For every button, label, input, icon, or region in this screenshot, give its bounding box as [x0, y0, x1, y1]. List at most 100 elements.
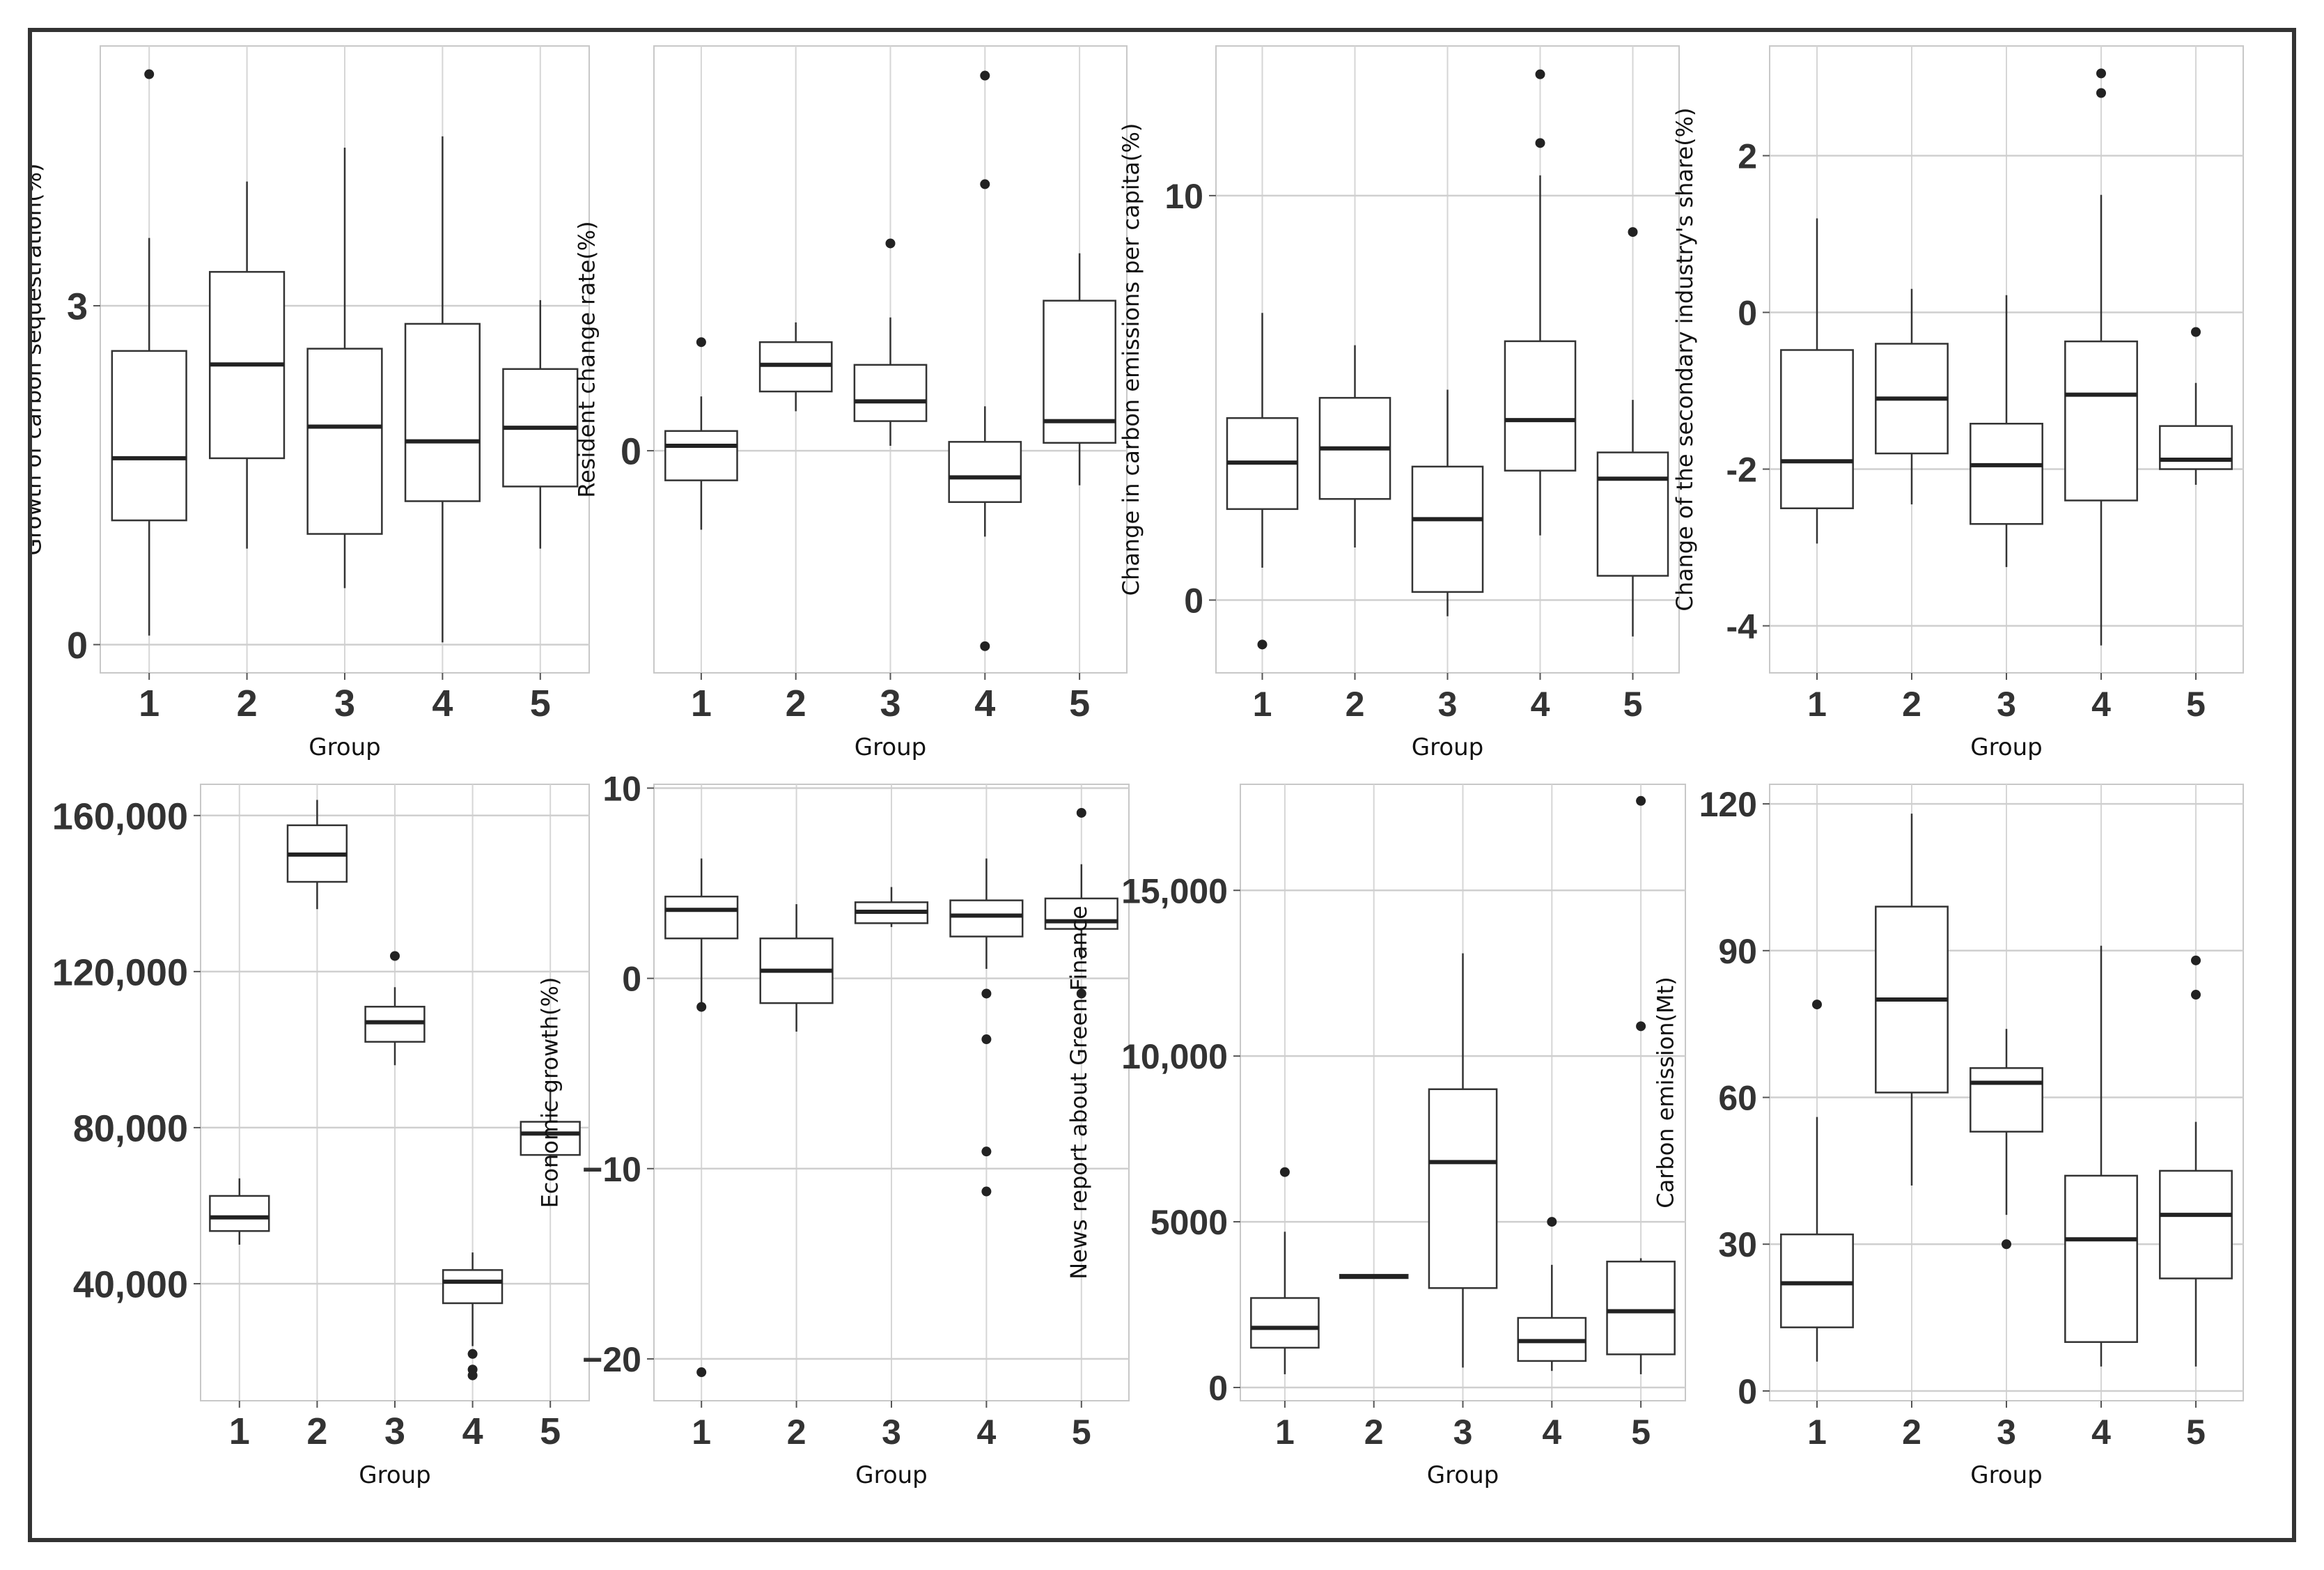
x-tick-label: 4 [432, 683, 453, 724]
x-tick-label: 1 [1807, 685, 1827, 724]
box-group-5 [520, 1088, 581, 1167]
box-iqr [664, 430, 738, 481]
outlier-point [2191, 327, 2201, 337]
box-group-2 [1339, 1273, 1409, 1280]
box-group-5 [1044, 807, 1118, 999]
x-tick-label: 3 [1997, 1413, 2016, 1452]
x-tick-label: 5 [1623, 685, 1643, 724]
y-tick-label: 0 [1738, 294, 1757, 333]
box-group-5 [1043, 253, 1116, 485]
x-axis-title: Group [1412, 733, 1484, 761]
outlier-point [696, 337, 706, 348]
outlier-point [467, 1349, 478, 1359]
box-iqr [111, 350, 187, 522]
box-group-4 [1517, 1217, 1587, 1371]
x-tick-label: 5 [1631, 1413, 1651, 1452]
x-tick-label: 3 [882, 1413, 901, 1452]
boxplot-panel-1: 0 3 1 2 3 4 5 Group Growth of carbon sequestrati… [32, 45, 590, 761]
x-tick-label: 2 [306, 1410, 327, 1452]
x-axis-title: Group [309, 733, 381, 761]
outlier-point [1535, 138, 1545, 148]
box-group-3 [1428, 953, 1498, 1368]
outlier-point [2191, 955, 2201, 965]
box-iqr [1606, 1260, 1676, 1355]
box-iqr [1596, 451, 1669, 577]
outlier-point [981, 1034, 992, 1045]
box-iqr [1504, 340, 1577, 472]
y-tick-label: 10 [602, 769, 641, 808]
boxplot-panel-7: 0 5000 10,000 15,000 1 2 3 4 5 Group News report a… [1066, 784, 1686, 1489]
boxplot-panel-8: 0 30 60 90 120 1 2 3 4 5 Group Carbon emission(Mt) [1653, 784, 2244, 1489]
box-group-3 [853, 238, 928, 446]
box-iqr [1970, 423, 2043, 525]
x-tick-label: 4 [2091, 1413, 2111, 1452]
y-tick-label: 80,000 [73, 1107, 188, 1149]
box-group-3 [1970, 1029, 2043, 1250]
box-iqr [948, 441, 1022, 504]
box-iqr [949, 899, 1024, 938]
x-tick-label: 5 [540, 1410, 561, 1452]
box-iqr [2159, 425, 2233, 470]
x-tick-label: 4 [1542, 1413, 1561, 1452]
outlier-point [1636, 1021, 1646, 1032]
box-group-2 [1875, 814, 1949, 1186]
outlier-point [144, 69, 155, 79]
outlier-point [1812, 1000, 1822, 1010]
y-axis-title: Carbon emission(Mt) [1653, 977, 1679, 1208]
boxplot-panel-3: 0 10 1 2 3 4 5 Group Change in carbon emissions … [1118, 45, 1680, 761]
box-iqr [209, 1195, 270, 1232]
outlier-point [1076, 807, 1086, 818]
x-axis-title: Group [1970, 733, 2043, 761]
box-iqr [1780, 1233, 1854, 1328]
x-tick-label: 4 [462, 1410, 483, 1452]
outlier-point [1257, 639, 1268, 650]
figure-frame: 0 3 1 2 3 4 5 Group Growth of carbon sequestrati… [28, 28, 2296, 1542]
box-group-4 [949, 858, 1024, 1197]
y-tick-label: 0 [1738, 1372, 1757, 1411]
x-tick-label: 3 [1997, 685, 2016, 724]
box-group-4 [2064, 68, 2138, 646]
y-axis-title: News report about Green Finance [1066, 906, 1092, 1280]
x-tick-label: 5 [1072, 1413, 1091, 1452]
outlier-point [2002, 1239, 2011, 1250]
y-tick-label: 3 [67, 286, 88, 327]
outlier-point [390, 951, 400, 961]
box-group-5 [1596, 227, 1669, 637]
y-tick-label: 0 [67, 625, 88, 667]
outlier-point [2096, 88, 2106, 98]
box-group-1 [1226, 313, 1299, 650]
outlier-point [696, 1367, 707, 1378]
boxplot-figure: 0 3 1 2 3 4 5 Group Growth of carbon sequestrati… [32, 45, 2244, 1489]
box-iqr [2159, 1169, 2233, 1280]
box-group-1 [1250, 1167, 1320, 1374]
x-tick-label: 1 [139, 683, 159, 724]
boxplot-panel-4: -4 -2 0 2 1 2 3 4 5 Group Change of the secondary … [1671, 45, 2244, 761]
box-group-3 [1411, 389, 1484, 616]
boxplot-panel-5: 40,00080,000120,000160,00012345GroupGDP … [52, 784, 590, 1489]
box-group-1 [664, 337, 738, 530]
box-group-2 [759, 904, 834, 1032]
x-tick-label: 2 [1346, 685, 1365, 724]
y-tick-label: 160,000 [52, 795, 188, 837]
x-tick-label: 1 [691, 683, 712, 724]
x-tick-label: 1 [229, 1410, 250, 1452]
box-iqr [1428, 1088, 1498, 1289]
x-tick-label: 3 [1438, 685, 1458, 724]
y-axis-title: Growth of carbon sequestration(%) [32, 163, 46, 555]
box-group-3 [306, 147, 383, 589]
outlier-point [467, 1370, 478, 1381]
x-tick-label: 2 [786, 683, 806, 724]
x-tick-label: 3 [880, 683, 900, 724]
box-iqr [520, 1121, 581, 1156]
y-tick-label: -2 [1726, 451, 1757, 490]
x-tick-label: 1 [1807, 1413, 1827, 1452]
box-iqr [2064, 340, 2138, 502]
box-iqr [306, 348, 383, 535]
x-tick-label: 2 [1902, 685, 1921, 724]
box-group-5 [502, 300, 579, 549]
x-tick-label: 2 [1364, 1413, 1384, 1452]
box-group-2 [208, 181, 286, 549]
box-group-3 [854, 887, 929, 927]
outlier-point [2191, 990, 2201, 1000]
x-tick-label: 4 [976, 1413, 996, 1452]
